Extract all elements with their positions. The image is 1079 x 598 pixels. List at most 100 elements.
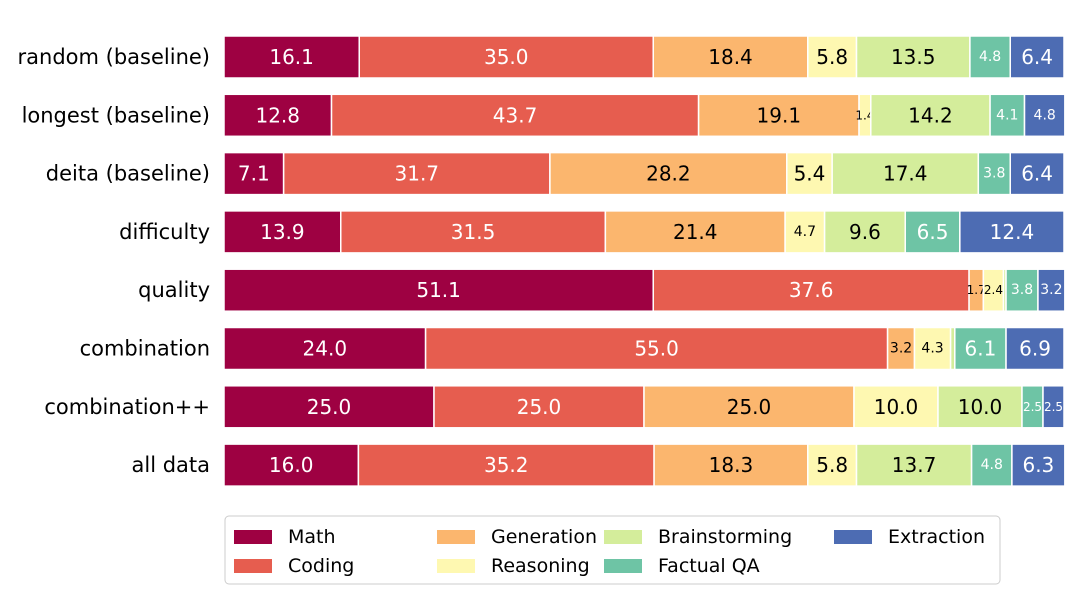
legend-swatch-brainstorming bbox=[604, 530, 642, 544]
bar-value-all-data-coding: 35.2 bbox=[484, 453, 529, 477]
bar-deita-baseline-extraction bbox=[1009, 151, 1065, 196]
bar-combination-generation bbox=[886, 326, 916, 371]
bar-combination-coding bbox=[424, 326, 889, 371]
category-label-longest-baseline: longest (baseline) bbox=[22, 103, 210, 127]
bar-random-baseline-extraction bbox=[1009, 35, 1065, 79]
bar-deita-baseline-reasoning bbox=[786, 151, 833, 196]
bar-value-deita-baseline-extraction: 6.4 bbox=[1021, 162, 1053, 186]
bar-value-quality-math: 51.1 bbox=[416, 278, 461, 302]
bar-value-all-data-reasoning: 5.8 bbox=[816, 453, 848, 477]
bar-difficulty-extraction bbox=[959, 210, 1065, 254]
bar-value-deita-baseline-coding: 31.7 bbox=[395, 162, 440, 186]
bar-value-combination-math: 24.0 bbox=[303, 337, 348, 361]
bar-difficulty-factual-qa bbox=[904, 210, 961, 254]
bar-value-combination-extraction: 2.5 bbox=[1044, 400, 1063, 414]
bar-all-data-extraction bbox=[1011, 443, 1066, 487]
bar-value-random-baseline-extraction: 6.4 bbox=[1021, 45, 1053, 69]
bar-value-quality-generation: 1.7 bbox=[967, 283, 986, 297]
bar-value-combination-reasoning: 4.3 bbox=[921, 341, 943, 357]
category-label-difficulty: difficulty bbox=[119, 220, 210, 244]
bar-value-all-data-math: 16.0 bbox=[269, 453, 314, 477]
bar-all-data-brainstorming bbox=[855, 443, 973, 487]
bar-value-difficulty-generation: 21.4 bbox=[673, 220, 718, 244]
bar-combination-math bbox=[223, 385, 435, 429]
bar-combination-coding bbox=[433, 385, 645, 429]
bar-value-combination-brainstorming: 10.0 bbox=[958, 395, 1003, 419]
bar-quality-math bbox=[223, 268, 654, 312]
bar-value-combination-extraction: 6.9 bbox=[1019, 337, 1051, 361]
bar-value-difficulty-reasoning: 4.7 bbox=[794, 224, 816, 240]
bar-value-combination-generation: 3.2 bbox=[890, 341, 912, 357]
bar-quality-extraction bbox=[1037, 268, 1066, 312]
legend-swatch-coding bbox=[234, 559, 272, 573]
category-label-deita-baseline: deita (baseline) bbox=[46, 162, 210, 186]
bar-value-combination-generation: 25.0 bbox=[727, 395, 772, 419]
bar-combination-factual-qa bbox=[954, 326, 1007, 371]
bar-value-longest-baseline-factual-qa: 4.1 bbox=[996, 107, 1018, 123]
bar-longest-baseline-extraction bbox=[1023, 93, 1066, 138]
bar-combination-reasoning bbox=[913, 326, 952, 371]
bar-value-longest-baseline-generation: 19.1 bbox=[757, 103, 802, 127]
bar-combination-math bbox=[223, 326, 427, 371]
legend-frame bbox=[224, 515, 1001, 585]
bar-value-deita-baseline-factual-qa: 3.8 bbox=[983, 166, 1005, 182]
bar-value-random-baseline-brainstorming: 13.5 bbox=[891, 45, 936, 69]
bar-value-random-baseline-generation: 18.4 bbox=[708, 45, 753, 69]
bar-random-baseline-factual-qa bbox=[969, 35, 1011, 79]
category-label-combination: combination bbox=[80, 337, 210, 361]
legend-label-factual-qa: Factual QA bbox=[658, 555, 760, 577]
bar-difficulty-generation bbox=[604, 210, 786, 254]
bar-value-longest-baseline-reasoning: 1.4 bbox=[855, 108, 874, 122]
legend-label-coding: Coding bbox=[288, 555, 354, 577]
bar-value-difficulty-coding: 31.5 bbox=[451, 220, 496, 244]
bar-value-random-baseline-factual-qa: 4.8 bbox=[979, 49, 1001, 65]
bar-value-longest-baseline-brainstorming: 14.2 bbox=[908, 103, 953, 127]
bar-value-combination-coding: 55.0 bbox=[634, 337, 679, 361]
bar-value-all-data-extraction: 6.3 bbox=[1022, 453, 1054, 477]
category-label-all-data: all data bbox=[131, 453, 210, 477]
bar-value-all-data-factual-qa: 4.8 bbox=[981, 457, 1003, 473]
legend-label-reasoning: Reasoning bbox=[491, 555, 590, 577]
legend-swatch-extraction bbox=[834, 530, 872, 544]
legend-label-extraction: Extraction bbox=[888, 526, 985, 548]
bar-value-difficulty-factual-qa: 6.5 bbox=[917, 220, 949, 244]
bar-value-random-baseline-reasoning: 5.8 bbox=[816, 45, 848, 69]
bar-value-combination-coding: 25.0 bbox=[517, 395, 562, 419]
bar-deita-baseline-coding bbox=[282, 151, 551, 196]
bar-combination-extraction bbox=[1005, 326, 1065, 371]
bar-value-combination-reasoning: 10.0 bbox=[874, 395, 919, 419]
bar-value-difficulty-brainstorming: 9.6 bbox=[849, 220, 881, 244]
bar-value-random-baseline-math: 16.1 bbox=[269, 45, 314, 69]
bar-value-longest-baseline-coding: 43.7 bbox=[493, 103, 538, 127]
bar-value-random-baseline-coding: 35.0 bbox=[484, 45, 529, 69]
bar-value-quality-coding: 37.6 bbox=[789, 278, 834, 302]
legend-swatch-generation bbox=[437, 530, 475, 544]
legend-label-math: Math bbox=[288, 526, 336, 548]
bar-random-baseline-coding bbox=[358, 35, 654, 79]
bar-value-difficulty-math: 13.9 bbox=[260, 220, 305, 244]
bar-all-data-factual-qa bbox=[970, 443, 1013, 487]
bar-random-baseline-brainstorming bbox=[855, 35, 971, 79]
bar-value-quality-extraction: 3.2 bbox=[1040, 282, 1062, 298]
category-label-random-baseline: random (baseline) bbox=[18, 45, 210, 69]
bar-value-quality-factual-qa: 3.8 bbox=[1011, 282, 1033, 298]
bar-deita-baseline-generation bbox=[549, 151, 788, 196]
category-label-quality: quality bbox=[138, 278, 210, 302]
bar-value-difficulty-extraction: 12.4 bbox=[990, 220, 1035, 244]
bar-longest-baseline-math bbox=[223, 93, 333, 138]
bar-value-all-data-generation: 18.3 bbox=[709, 453, 754, 477]
bar-random-baseline-math bbox=[223, 35, 360, 79]
bar-combination-reasoning bbox=[853, 385, 939, 429]
legend: Math Coding Generation Reasoning Brainstormi… bbox=[224, 515, 1001, 585]
bar-all-data-generation bbox=[653, 443, 809, 487]
bar-value-deita-baseline-generation: 28.2 bbox=[646, 162, 691, 186]
bar-value-deita-baseline-math: 7.1 bbox=[238, 162, 270, 186]
bar-value-deita-baseline-reasoning: 5.4 bbox=[794, 162, 826, 186]
bar-value-deita-baseline-brainstorming: 17.4 bbox=[883, 162, 928, 186]
bar-value-combination-factual-qa: 6.1 bbox=[965, 337, 997, 361]
bar-value-longest-baseline-math: 12.8 bbox=[255, 103, 300, 127]
bar-all-data-coding bbox=[357, 443, 655, 487]
legend-swatch-factual-qa bbox=[604, 559, 642, 573]
